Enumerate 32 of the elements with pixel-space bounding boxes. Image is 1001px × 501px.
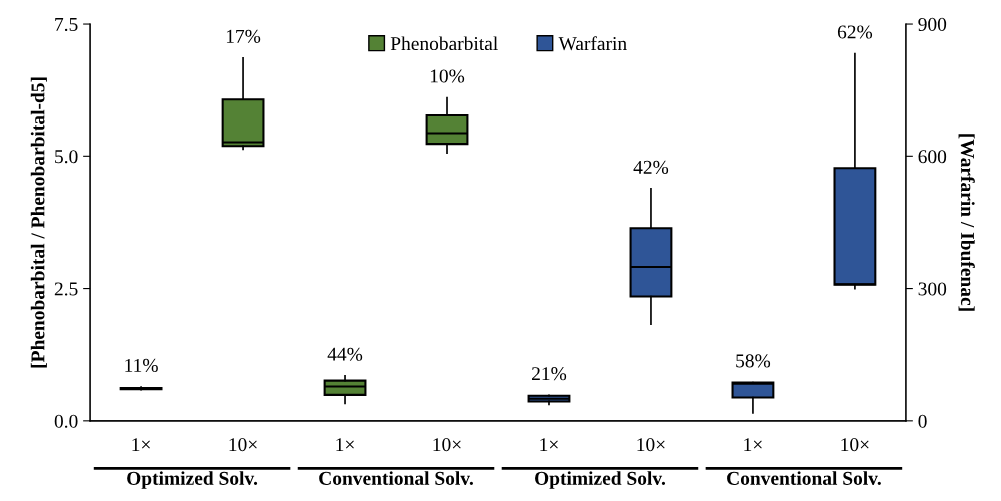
x-tick-label: 1× (132, 438, 150, 451)
text: 58% (736, 354, 771, 368)
text: 42% (633, 160, 669, 174)
text: Optimized Solv. (535, 471, 666, 489)
text: 44% (327, 347, 363, 361)
y2-tick-label: 600 (918, 150, 947, 164)
legend-label: Warfarin (558, 36, 627, 51)
text: Conventional Solv. (727, 471, 881, 485)
x-tick-label: 1× (336, 438, 354, 451)
x-tick-label: 1× (540, 438, 558, 451)
y2-axis-title: [Warfarin / Ibufenac] (958, 134, 975, 311)
y-tick-label: 5.0 (55, 150, 78, 164)
x-tick-label: 1× (744, 438, 762, 451)
legend-label: Phenobarbital (390, 36, 498, 51)
y2-tick-label: 900 (918, 17, 947, 31)
text: 17% (226, 29, 261, 43)
text: 10% (430, 69, 465, 83)
text: 62% (837, 25, 873, 39)
text: 21% (532, 367, 567, 381)
x-tick-label: 10× (229, 438, 257, 452)
text: Conventional Solv. (319, 471, 473, 485)
y-tick-label: 0.0 (54, 414, 78, 428)
x-tick-label: 10× (841, 438, 869, 452)
y-tick-label: 2.5 (54, 282, 78, 296)
y2-tick-label: 0 (918, 414, 927, 428)
y-tick-label: 7.5 (55, 18, 78, 32)
text: 11% (125, 358, 158, 372)
x-tick-label: 10× (433, 438, 461, 452)
text: Optimized Solv. (127, 471, 258, 489)
x-tick-label: 10× (637, 438, 665, 452)
y2-tick-label: 300 (918, 282, 947, 296)
y-axis-title: [Phenobarbital / Phenobarbital-d5] (30, 77, 47, 368)
